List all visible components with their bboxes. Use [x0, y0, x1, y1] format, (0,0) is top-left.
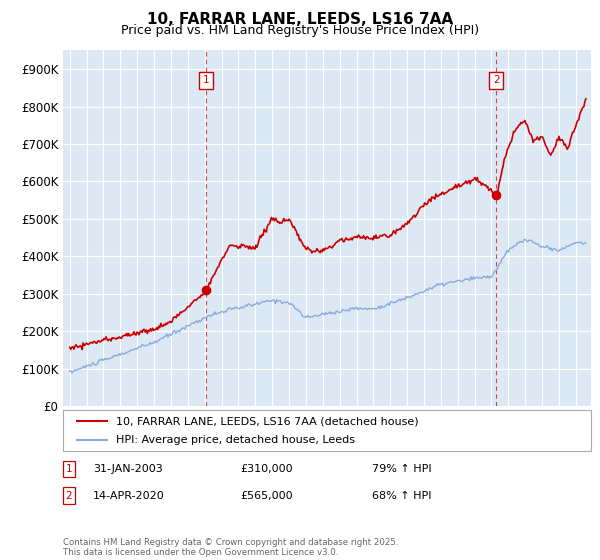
Text: 14-APR-2020: 14-APR-2020	[93, 491, 165, 501]
Text: 68% ↑ HPI: 68% ↑ HPI	[372, 491, 431, 501]
Text: 79% ↑ HPI: 79% ↑ HPI	[372, 464, 431, 474]
FancyBboxPatch shape	[63, 410, 591, 451]
Text: 1: 1	[203, 76, 209, 85]
Text: Price paid vs. HM Land Registry's House Price Index (HPI): Price paid vs. HM Land Registry's House …	[121, 24, 479, 36]
Text: 2: 2	[493, 76, 500, 85]
Text: 2: 2	[65, 491, 73, 501]
Text: Contains HM Land Registry data © Crown copyright and database right 2025.
This d: Contains HM Land Registry data © Crown c…	[63, 538, 398, 557]
Text: £310,000: £310,000	[240, 464, 293, 474]
Text: 31-JAN-2003: 31-JAN-2003	[93, 464, 163, 474]
Text: 1: 1	[65, 464, 73, 474]
Text: 10, FARRAR LANE, LEEDS, LS16 7AA: 10, FARRAR LANE, LEEDS, LS16 7AA	[147, 12, 453, 27]
Text: £565,000: £565,000	[240, 491, 293, 501]
Text: 10, FARRAR LANE, LEEDS, LS16 7AA (detached house): 10, FARRAR LANE, LEEDS, LS16 7AA (detach…	[116, 417, 418, 426]
Text: HPI: Average price, detached house, Leeds: HPI: Average price, detached house, Leed…	[116, 435, 355, 445]
